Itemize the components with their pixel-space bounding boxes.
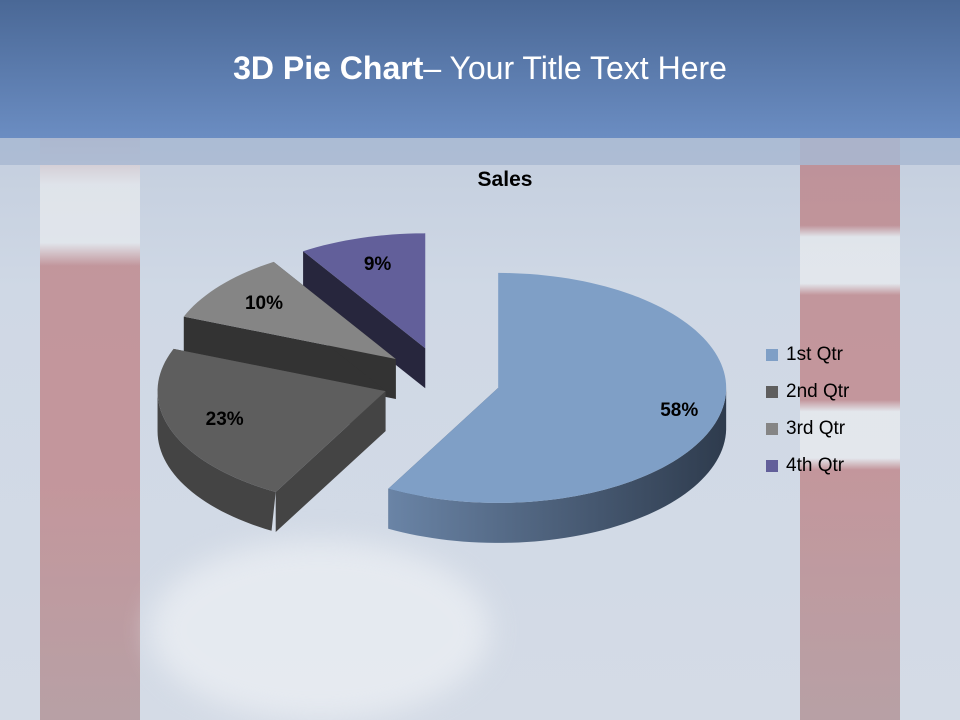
chart-title: Sales [477, 168, 533, 191]
slice-radial-wall [303, 251, 426, 389]
data-label: 10% [244, 292, 284, 314]
legend-swatch [766, 459, 778, 472]
legend-item: 2nd Qtr [766, 373, 849, 410]
slice-radial-wall [183, 316, 396, 399]
title-banner [0, 0, 960, 138]
pie-slice-1 [388, 272, 727, 503]
data-label: 58% [660, 400, 699, 422]
legend-item: 4th Qtr [766, 447, 849, 484]
legend: 1st Qtr 2nd Qtr 3rd Qtr 4th Qtr [766, 336, 849, 484]
data-label: 23% [205, 409, 244, 431]
title-rest: – Your Title Text Here [423, 50, 727, 86]
legend-label: 1st Qtr [786, 343, 844, 365]
title-band [0, 138, 960, 165]
pie-slice-4 [303, 233, 426, 349]
chimney-right [800, 138, 900, 720]
cloud [150, 540, 490, 720]
slice-radial-wall [275, 391, 386, 532]
legend-item: 1st Qtr [766, 336, 849, 373]
legend-swatch [766, 385, 778, 398]
slice-outer-wall [157, 391, 276, 531]
pie-slice-2 [157, 348, 386, 492]
slide-title: 3D Pie Chart– Your Title Text Here [0, 50, 960, 87]
legend-label: 3rd Qtr [786, 417, 846, 439]
data-label: 9% [363, 254, 392, 276]
slice-outer-wall [388, 387, 727, 543]
legend-label: 4th Qtr [786, 454, 845, 476]
legend-swatch [766, 422, 778, 435]
legend-swatch [766, 348, 778, 361]
pie-slice-3 [183, 261, 396, 359]
legend-label: 2nd Qtr [786, 380, 850, 402]
chimney-left [40, 138, 140, 720]
legend-item: 3rd Qtr [766, 410, 849, 447]
title-bold: 3D Pie Chart [233, 50, 424, 86]
